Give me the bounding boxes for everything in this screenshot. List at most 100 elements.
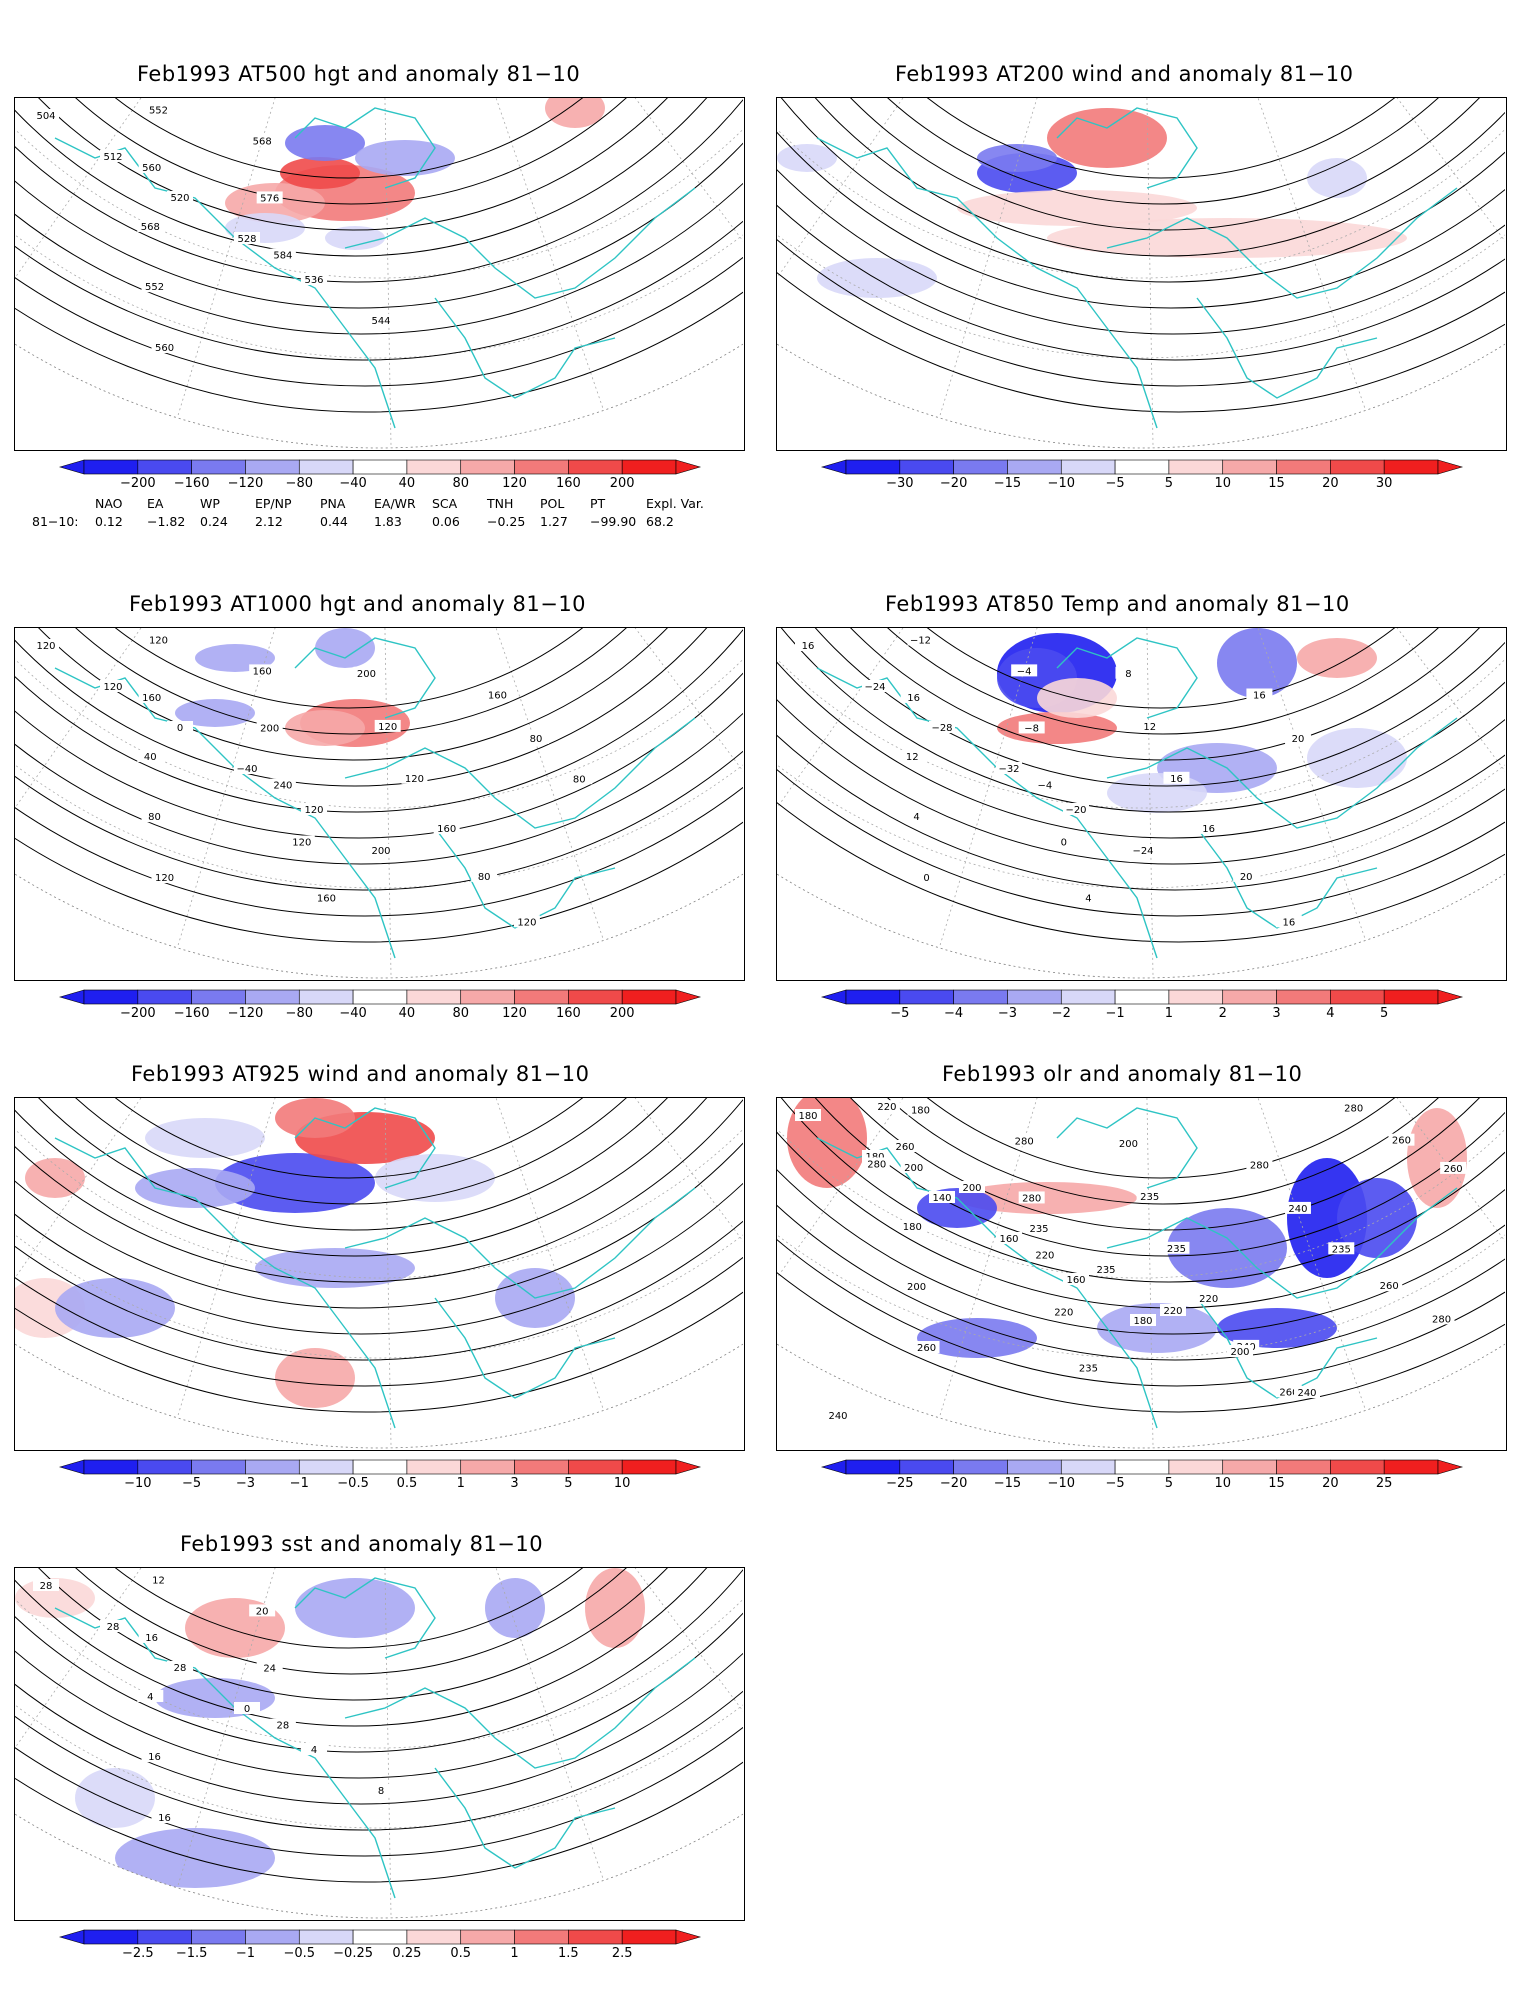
colorbar-tick-label: −200 — [119, 1006, 156, 1021]
contour-label: 528 — [237, 234, 256, 245]
colorbar-tick-label: −1 — [235, 1946, 256, 1961]
panel-title: Feb1993 AT200 wind and anomaly 81−10 — [895, 62, 1354, 86]
contour-label: 12 — [1143, 722, 1156, 733]
panel-title: Feb1993 sst and anomaly 81−10 — [180, 1532, 544, 1556]
colorbar-swatch — [845, 989, 901, 1005]
panel-title: Feb1993 AT850 Temp and anomaly 81−10 — [885, 592, 1350, 616]
colorbar-tick-label: 5 — [1164, 476, 1174, 491]
colorbar-swatch — [621, 1459, 677, 1475]
colorbar-tick-label: 40 — [398, 1006, 416, 1021]
map-frame: 504 512 520 528 536 544 552 560 568 552 560 568 576 5… — [14, 97, 745, 451]
contour-label: 280 — [1432, 1314, 1451, 1325]
contour-label: 220 — [1163, 1306, 1182, 1317]
colorbar-swatch — [191, 459, 246, 475]
contour-label: 260 — [1279, 1387, 1298, 1398]
colorbar-tick-label: 10 — [1214, 1476, 1231, 1491]
contour-label: 80 — [478, 872, 491, 883]
contour-label: 560 — [155, 343, 174, 354]
contour-label: 200 — [1119, 1139, 1138, 1150]
contour-label: 240 — [828, 1411, 847, 1422]
contour-label: 120 — [36, 641, 55, 652]
teleconnection-header: EP/NP — [255, 496, 292, 511]
colorbar-swatches — [58, 459, 702, 475]
colorbar-high-arrow — [675, 1929, 702, 1945]
colorbar-swatch — [83, 989, 139, 1005]
colorbar-swatch — [352, 989, 408, 1005]
anomaly-shading — [917, 1318, 1037, 1358]
teleconnection-header: SCA — [432, 496, 458, 511]
colorbar-swatch — [245, 459, 300, 475]
contour-label: 260 — [917, 1343, 936, 1354]
colorbar-low-arrow — [58, 989, 85, 1005]
colorbar-tick-label: −1 — [1105, 1006, 1125, 1021]
colorbar-swatches — [58, 989, 702, 1005]
colorbar: −2.5 −1.5 −1 −0.5 −0.25 0.25 0.5 1 1.5 2.5 — [58, 1929, 702, 1961]
contour-label: 260 — [1444, 1164, 1463, 1175]
teleconnection-header: POL — [540, 496, 565, 511]
hemispheric-map-olr-icon: 1801801401601601801802001802002602802802… — [777, 1098, 1505, 1449]
contour-label: 220 — [1035, 1251, 1054, 1262]
colorbar-tick-label: −80 — [285, 1006, 313, 1021]
teleconnection-value: 1.83 — [374, 514, 402, 529]
contour-label: −24 — [864, 682, 885, 693]
colorbar-swatch — [899, 1459, 954, 1475]
colorbar-tick-label: 0.5 — [396, 1476, 418, 1491]
colorbar-swatch — [1383, 1459, 1439, 1475]
anomaly-shading — [145, 1118, 265, 1158]
colorbar-high-arrow — [675, 989, 702, 1005]
contour-label: 536 — [304, 275, 323, 286]
colorbar-low-arrow — [820, 459, 847, 475]
colorbar-high-arrow — [1437, 989, 1464, 1005]
anomaly-shading — [817, 258, 937, 298]
colorbar-swatch — [514, 1459, 569, 1475]
contour-label: 260 — [1380, 1281, 1399, 1292]
colorbar-high-arrow — [1437, 1459, 1464, 1475]
anomaly-shading — [977, 144, 1057, 172]
colorbar-swatch — [953, 459, 1008, 475]
map-frame: 16 −24 −28 −32 −20 −24 −12 16 12 4 0 −4 −8 −4 0 4 8 12 16 1… — [776, 627, 1507, 981]
colorbar-swatch — [845, 1459, 901, 1475]
anomaly-shading — [485, 1578, 545, 1638]
contour-label: 160 — [1066, 1275, 1085, 1286]
contour-label: −32 — [998, 764, 1019, 775]
colorbar-swatch — [568, 1459, 623, 1475]
colorbar-swatch — [1276, 989, 1331, 1005]
colorbar-swatch — [83, 459, 139, 475]
contour-label: 160 — [253, 666, 272, 677]
anomaly-shading — [1297, 638, 1377, 678]
colorbar-swatch — [137, 1459, 192, 1475]
colorbar-tick-label: 5 — [1164, 1476, 1174, 1491]
contour-label: 12 — [906, 752, 919, 763]
contour-label: 180 — [903, 1222, 922, 1233]
colorbar-swatch — [1007, 989, 1062, 1005]
contour-label: −12 — [910, 635, 931, 646]
contour-label: 20 — [256, 1606, 269, 1617]
anomaly-shading — [1307, 158, 1367, 198]
colorbar-swatch — [621, 989, 677, 1005]
colorbar-swatches — [820, 1459, 1464, 1475]
contour-label: 235 — [1332, 1244, 1351, 1255]
teleconnection-header: EA — [147, 496, 164, 511]
colorbar-swatch — [1007, 1459, 1062, 1475]
contour-label: 16 — [1283, 917, 1296, 928]
colorbar-swatch — [568, 989, 623, 1005]
colorbar-tick-label: −5 — [890, 1006, 910, 1021]
contour-label: 4 — [1085, 894, 1091, 905]
colorbar-tick-label: −80 — [285, 476, 313, 491]
anomaly-shading — [115, 1828, 275, 1888]
colorbar-swatches — [820, 989, 1464, 1005]
teleconnection-value: 68.2 — [646, 514, 674, 529]
map-frame: 1801801401601601801802001802002602802802… — [776, 1097, 1507, 1451]
colorbar-swatch — [1222, 989, 1277, 1005]
hemispheric-map-1000hgt-icon: 120 120 0 −40 120 200 120 160 40 80 120 160 200 240 12… — [15, 628, 743, 979]
colorbar-swatch — [1383, 459, 1439, 475]
teleconnection-value: 0.06 — [432, 514, 460, 529]
colorbar-tick-label: −10 — [1047, 1476, 1075, 1491]
contour-label: 8 — [1125, 669, 1131, 680]
colorbar-swatch — [1060, 989, 1116, 1005]
colorbar-tick-label: −15 — [993, 476, 1022, 491]
colorbar-swatch — [83, 1929, 139, 1945]
panel-title: Feb1993 AT1000 hgt and anomaly 81−10 — [129, 592, 587, 616]
colorbar-swatch — [1383, 989, 1439, 1005]
teleconnection-header: EA/WR — [374, 496, 416, 511]
